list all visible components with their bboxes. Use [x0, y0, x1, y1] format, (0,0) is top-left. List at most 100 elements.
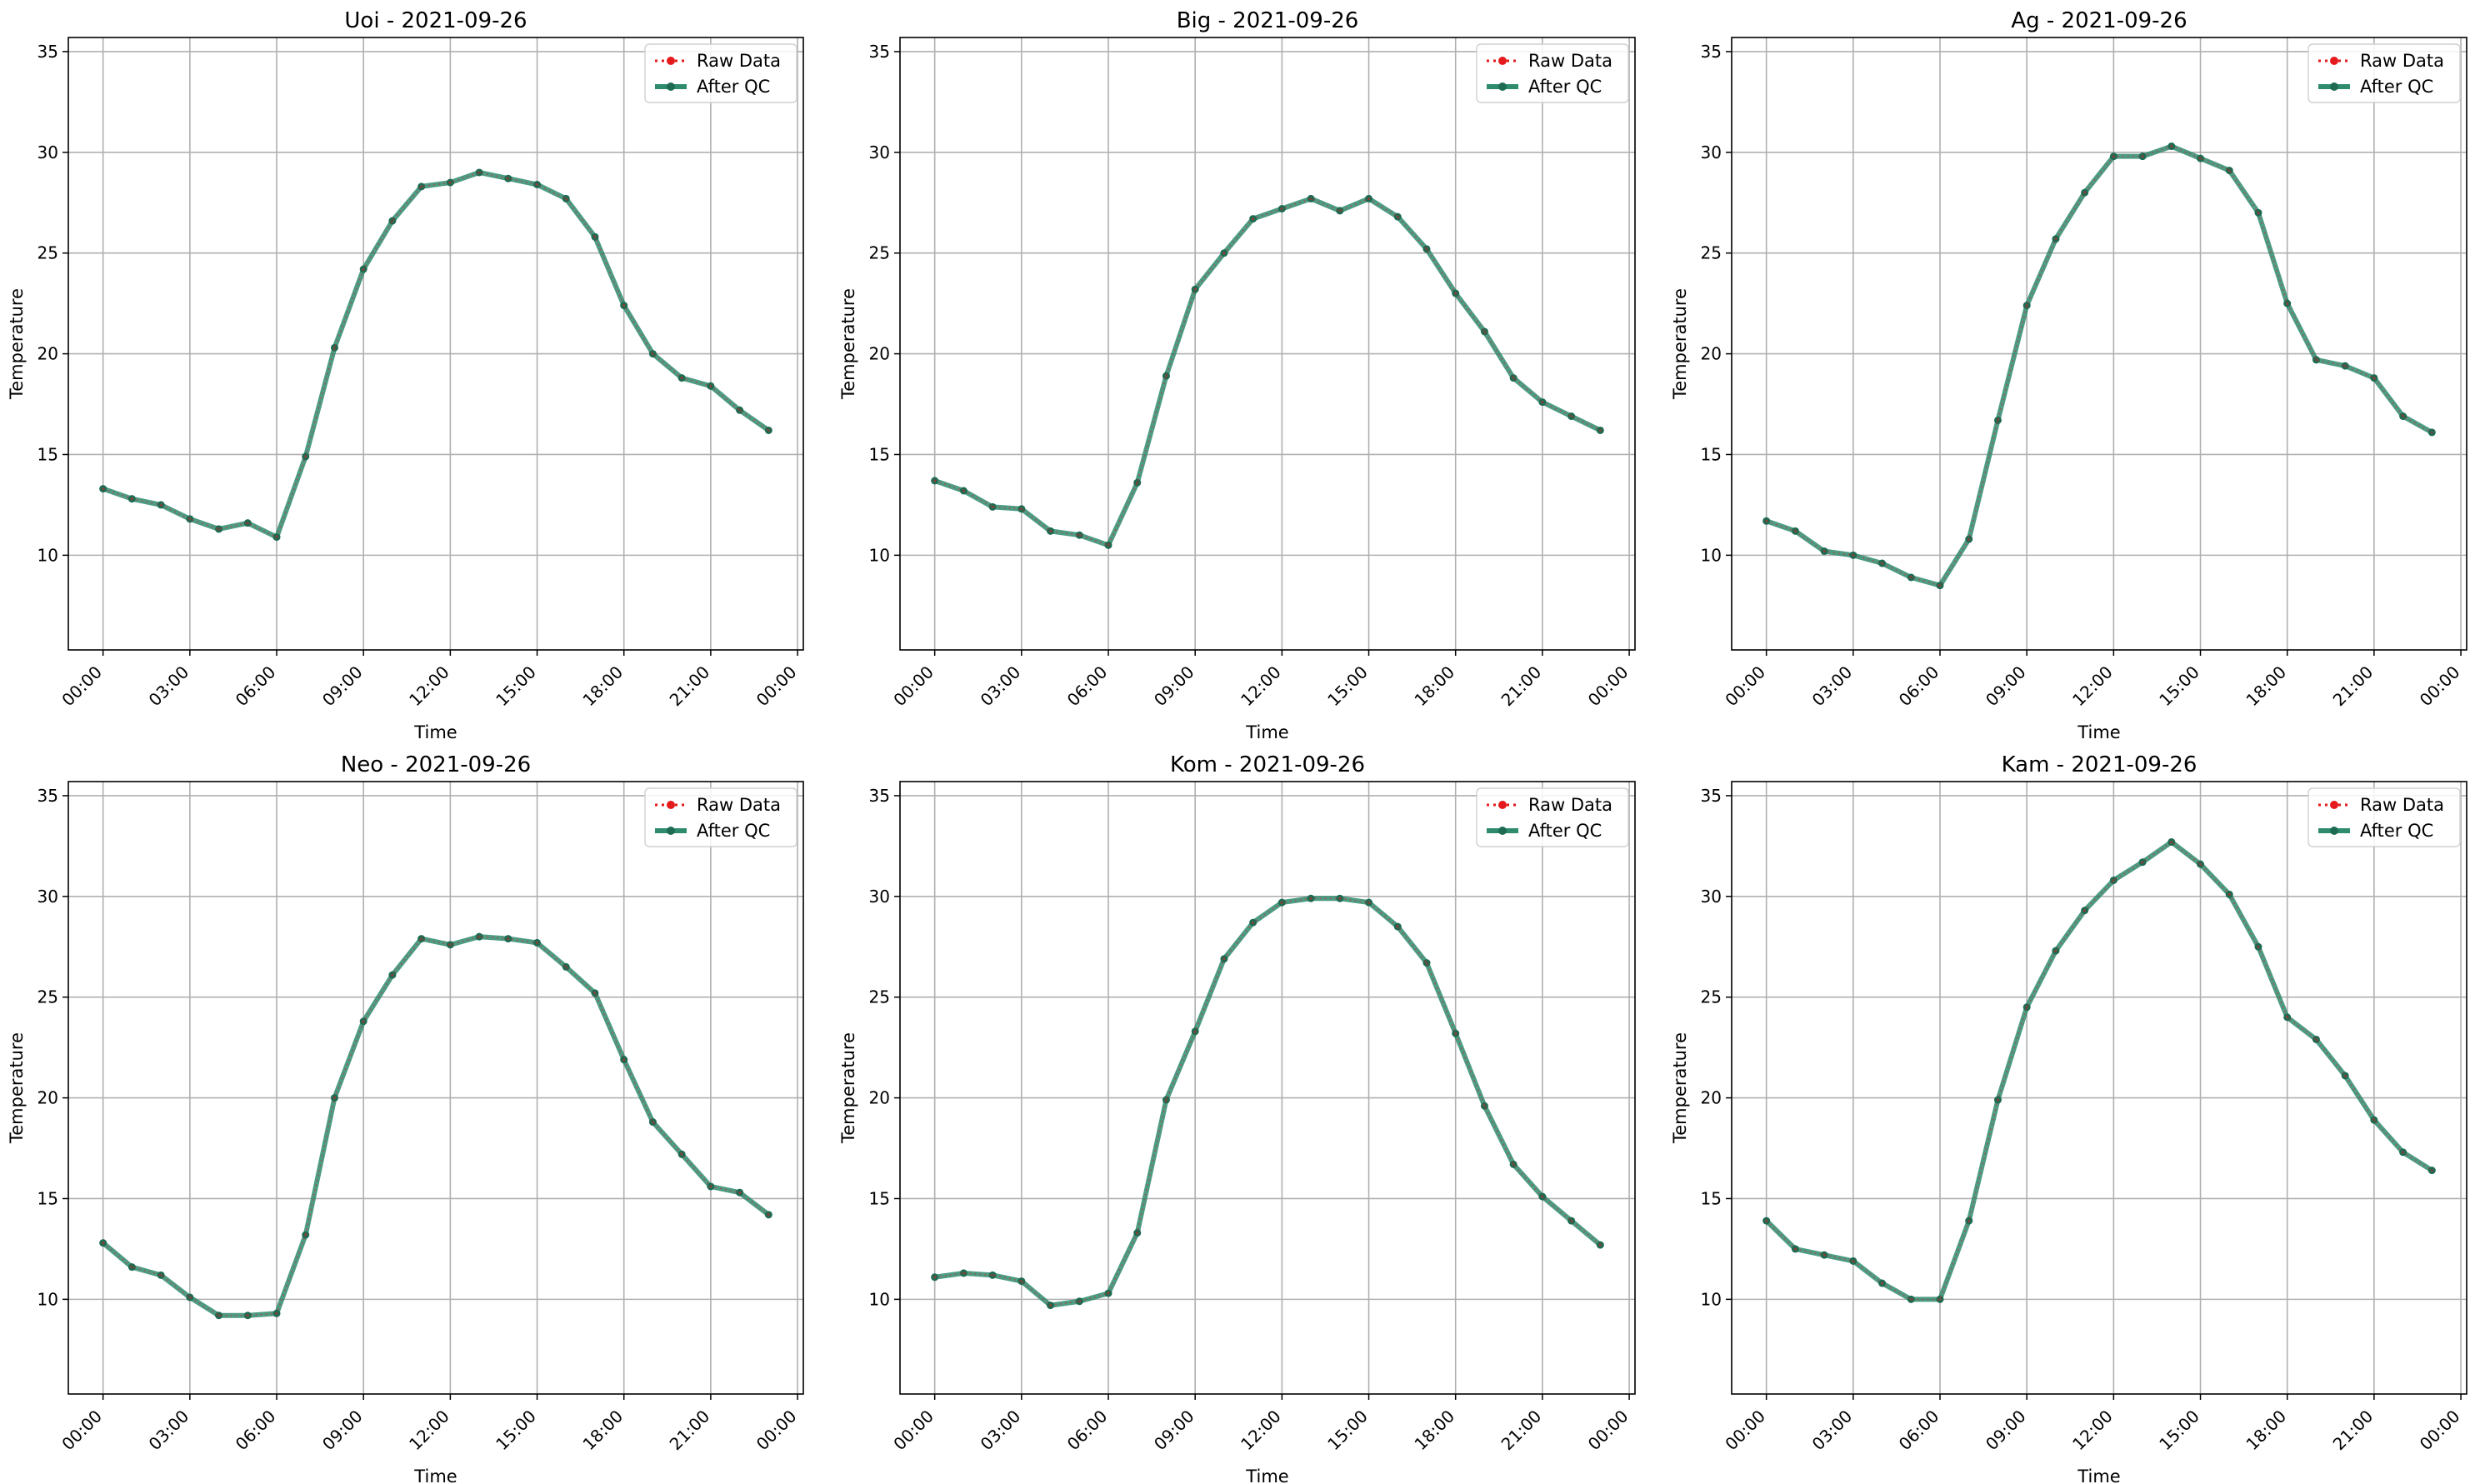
raw-data-point [680, 1152, 683, 1157]
legend-raw-label: Raw Data [697, 51, 781, 71]
legend-raw-marker [2330, 801, 2338, 809]
after-qc-point [2312, 356, 2320, 364]
y-tick-label: 20 [1701, 1088, 1722, 1108]
raw-data-point [188, 1296, 192, 1299]
raw-data-markers [932, 197, 1602, 547]
series-line-after-qc [1764, 839, 2433, 1302]
raw-data-point [1996, 1098, 2000, 1102]
after-qc-point [215, 525, 223, 533]
raw-data-point [1338, 897, 1342, 901]
raw-data-point [1396, 215, 1400, 218]
raw-data-point [303, 1233, 308, 1237]
after-qc-point [1307, 194, 1315, 202]
after-qc-point [1849, 1257, 1858, 1265]
series-line-after-qc [101, 934, 771, 1318]
x-tick-label: 21:00 [1498, 1406, 1546, 1454]
grid-lines [1732, 37, 2467, 650]
raw-data-point [535, 182, 539, 187]
y-tick-label: 15 [1701, 1188, 1722, 1208]
subplot-1: 00:00 03:00 06:00 09:00 12:00 15:00 18:00 21:00… [7, 8, 804, 742]
raw-data-point [101, 1241, 105, 1245]
after-qc-point [157, 501, 165, 509]
after-qc-point [1596, 426, 1604, 434]
raw-data-point [593, 235, 597, 239]
after-qc-point [1993, 416, 2002, 424]
raw-data-point [1852, 1259, 1855, 1263]
after-qc-point [931, 477, 939, 485]
after-qc-point [2254, 208, 2262, 217]
x-tick-label: 21:00 [2329, 662, 2378, 710]
x-tick-label: 15:00 [1323, 662, 1372, 710]
raw-data-point [2285, 302, 2289, 305]
raw-data-markers [932, 897, 1602, 1307]
x-tick-label: 06:00 [1063, 1406, 1112, 1454]
raw-data-point [1280, 207, 1284, 211]
raw-data-markers [1764, 840, 2434, 1302]
raw-data-point [535, 941, 539, 945]
raw-data-point [2082, 191, 2087, 194]
legend-qc-marker [667, 827, 675, 835]
series-line-raw-data [1766, 841, 2432, 1301]
after-qc-point [1422, 245, 1431, 253]
after-qc-point [1452, 1029, 1460, 1037]
after-qc-point [272, 533, 281, 542]
plot-frame [899, 37, 1636, 651]
after-qc-markers [931, 894, 1604, 1310]
raw-data-point [1482, 1104, 1487, 1108]
raw-data-point [2198, 862, 2202, 866]
after-qc-point [1162, 372, 1170, 380]
raw-data-point [1453, 1032, 1458, 1036]
y-tick-label: 10 [869, 545, 890, 565]
legend-qc-label: After QC [1528, 821, 1602, 841]
after-qc-point [1820, 1251, 1828, 1259]
after-qc-point [2312, 1035, 2320, 1043]
x-tick-label: 15:00 [2155, 662, 2203, 710]
y-tick-label: 35 [869, 42, 890, 62]
after-qc-point [736, 406, 744, 414]
after-qc-point [2081, 188, 2089, 197]
raw-data-point [1309, 897, 1312, 901]
raw-data-point [1193, 287, 1197, 292]
x-tick-label: 09:00 [318, 1406, 367, 1454]
raw-data-point [767, 428, 771, 432]
after-qc-point [1596, 1241, 1604, 1249]
raw-data-point [332, 346, 337, 350]
x-tick-label: 00:00 [1721, 1406, 1769, 1454]
after-qc-point [2254, 942, 2262, 951]
after-qc-point [504, 174, 512, 182]
x-tick-label: 21:00 [666, 662, 714, 710]
raw-data-point [767, 1213, 771, 1217]
y-tick-label: 20 [869, 1088, 890, 1108]
y-tick-label: 30 [869, 142, 890, 162]
raw-data-point [391, 219, 394, 222]
raw-data-point [2372, 376, 2376, 380]
x-tick-label: 15:00 [492, 1406, 540, 1454]
after-qc-point [2197, 860, 2205, 868]
raw-data-point [2112, 878, 2116, 882]
plot-frame [68, 37, 804, 651]
after-qc-point [243, 519, 252, 527]
x-tick-label: 09:00 [318, 662, 367, 710]
after-qc-point [302, 1231, 310, 1239]
y-tick-label: 35 [1701, 42, 1722, 62]
y-tick-label: 30 [1701, 142, 1722, 162]
legend-qc-marker [1498, 82, 1507, 91]
x-axis-label: Time [1245, 722, 1288, 742]
legend-raw-marker [2330, 57, 2338, 65]
x-tick-label: 03:00 [977, 1406, 1025, 1454]
raw-data-point [1020, 507, 1023, 511]
raw-data-point [1367, 901, 1371, 904]
raw-data-point [1425, 961, 1428, 965]
after-qc-point [272, 1309, 281, 1317]
y-axis-label: Temperature [1670, 288, 1690, 400]
after-qc-point [359, 265, 368, 273]
raw-data-point [159, 1273, 162, 1277]
after-qc-point [186, 1293, 194, 1302]
y-axis-label: Temperature [838, 1032, 858, 1144]
raw-data-point [448, 181, 452, 184]
y-tick-label: 10 [1701, 545, 1722, 565]
after-qc-point [2081, 907, 2089, 915]
y-tick-label: 35 [38, 42, 58, 62]
y-tick-label: 25 [38, 243, 58, 263]
